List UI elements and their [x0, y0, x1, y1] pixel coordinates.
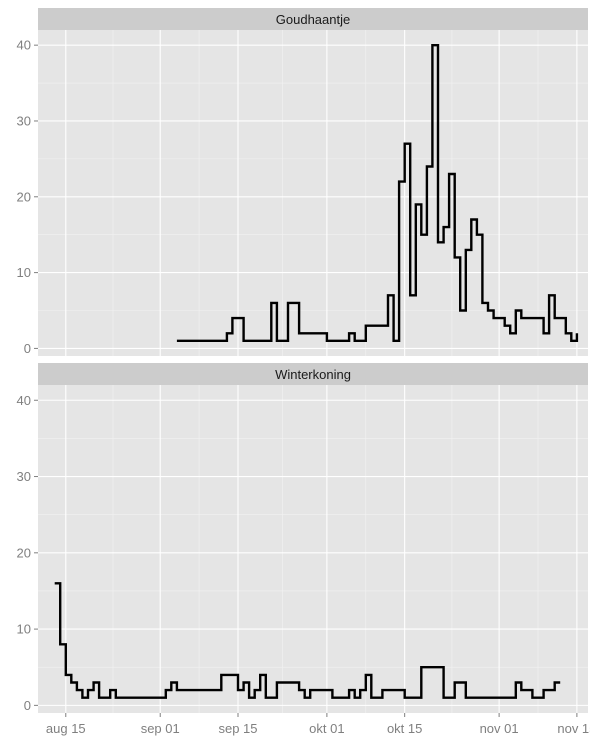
x-tick-label: okt 01	[309, 721, 344, 736]
series-line-winterkoning	[54, 582, 561, 699]
y-tick-label: 40	[17, 38, 31, 53]
x-tick-label: nov 15	[557, 721, 590, 736]
strip-winterkoning	[38, 363, 588, 385]
y-axis-goudhaantje: 0 10 20 30 40	[17, 38, 38, 356]
y-tick-label: 0	[24, 341, 31, 356]
strip-label-winterkoning: Winterkoning	[275, 367, 351, 382]
series-line-goudhaantje	[176, 44, 579, 342]
x-tick-label: nov 01	[480, 721, 519, 736]
grid-winterkoning	[38, 385, 588, 713]
strip-label-goudhaantje: Goudhaantje	[276, 12, 350, 27]
y-tick-label: 0	[24, 698, 31, 713]
y-tick-label: 20	[17, 189, 31, 204]
y-tick-label: 20	[17, 545, 31, 560]
y-tick-label: 10	[17, 622, 31, 637]
x-axis: aug 15 sep 01 sep 15 okt 01 okt 15 nov 01 nov …	[46, 713, 590, 736]
panel-goudhaantje: Goudhaantje 0 10 20 30 40	[17, 8, 588, 356]
plot-area-winterkoning	[38, 385, 588, 713]
y-tick-label: 30	[17, 113, 31, 128]
x-tick-label: sep 01	[141, 721, 180, 736]
x-tick-label: aug 15	[46, 721, 86, 736]
grid-goudhaantje	[38, 30, 588, 356]
strip-goudhaantje	[38, 8, 588, 30]
y-tick-label: 30	[17, 469, 31, 484]
x-tick-label: okt 15	[387, 721, 422, 736]
y-tick-label: 40	[17, 393, 31, 408]
plot-area-goudhaantje	[38, 30, 588, 356]
panel-winterkoning: Winterkoning 0 10 20 30 40	[17, 363, 588, 713]
y-axis-winterkoning: 0 10 20 30 40	[17, 393, 38, 713]
x-tick-label: sep 15	[218, 721, 257, 736]
y-tick-label: 10	[17, 265, 31, 280]
